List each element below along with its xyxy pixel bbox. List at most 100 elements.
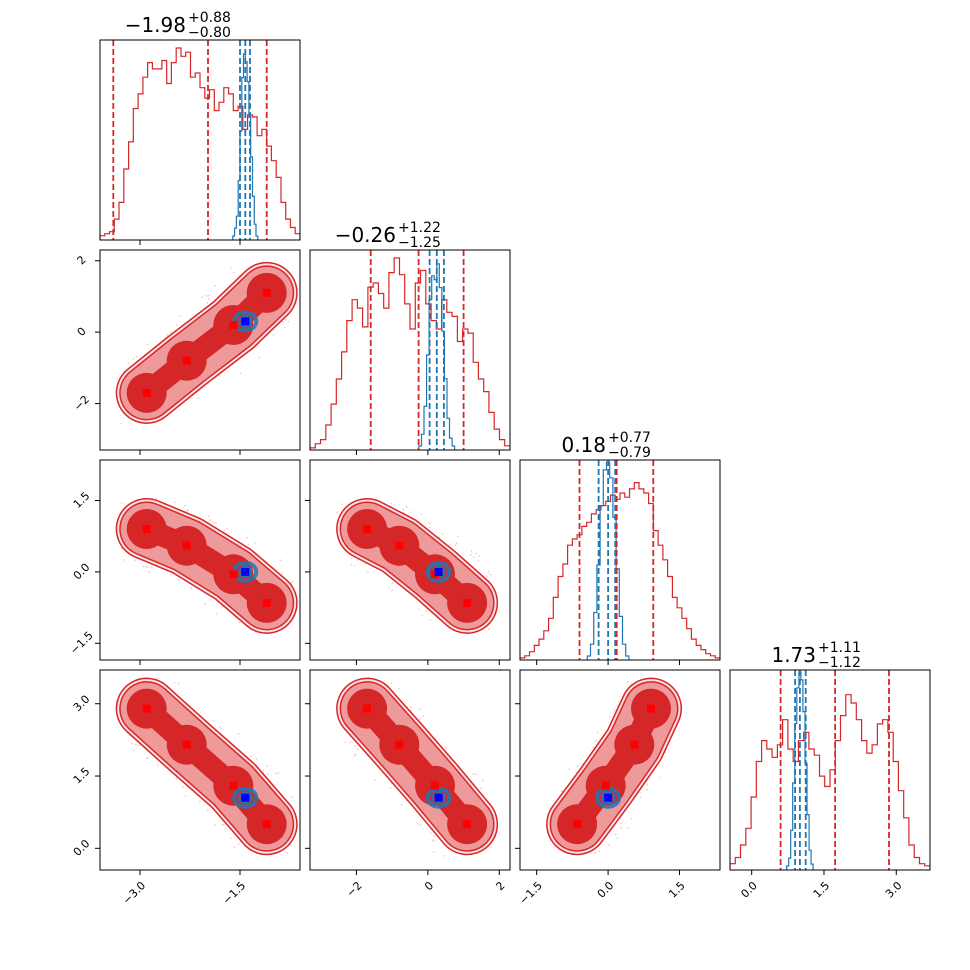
scatter-point [239, 372, 242, 375]
scatter-point [405, 506, 408, 508]
scatter-point [215, 612, 218, 615]
y-tick-label: 1.5 [71, 489, 93, 511]
panel-frame [99, 669, 301, 871]
scatter-point [409, 706, 412, 709]
x-tick-label: 1.5 [811, 879, 833, 901]
scatter-point [148, 571, 151, 573]
y-tick-label: 3.0 [71, 693, 93, 715]
contour-b-inner [238, 791, 253, 804]
scatter-point [287, 321, 290, 323]
scatter-point [429, 832, 432, 834]
scatter-point [470, 553, 472, 556]
panel-2-0 [99, 459, 301, 661]
scatter-point [356, 559, 359, 561]
scatter-point [262, 769, 265, 772]
scatter-point [630, 817, 633, 820]
scatter-point [157, 765, 160, 767]
panel-title-minus: −0.80 [188, 25, 231, 41]
scatter-point [209, 519, 212, 521]
scatter-point [472, 773, 475, 776]
scatter-point [186, 508, 189, 511]
scatter-point [478, 555, 481, 557]
scatter-point [639, 796, 642, 799]
scatter-point [425, 609, 428, 612]
scatter-point [349, 741, 352, 743]
scatter-point [124, 503, 126, 505]
scatter-point [390, 502, 393, 505]
y-tick-label: 0.0 [71, 837, 93, 859]
scatter-point [357, 748, 359, 751]
scatter-point [595, 740, 597, 742]
map-marker-a [647, 704, 655, 713]
scatter-point [207, 294, 210, 297]
map-marker-a [142, 704, 151, 713]
scatter-point [621, 821, 624, 824]
panel-content [546, 677, 682, 856]
scatter-point [292, 580, 294, 583]
hist-panel-3 [729, 669, 931, 871]
map-marker-a [262, 598, 271, 607]
scatter-point [620, 827, 622, 829]
scatter-point [255, 758, 258, 760]
panel-content [115, 677, 298, 856]
scatter-point [490, 846, 493, 849]
x-tick-label: 0 [422, 879, 436, 893]
scatter-point [146, 566, 148, 568]
scatter-point [409, 511, 412, 513]
scatter-point [169, 573, 172, 576]
panel-title-plus: +1.22 [398, 220, 441, 236]
scatter-point [230, 837, 232, 840]
scatter-point [123, 559, 126, 561]
panel-3-1 [309, 669, 511, 871]
scatter-point [553, 800, 555, 803]
y-tick-label: −1.5 [68, 629, 96, 657]
map-marker-b [434, 567, 443, 576]
scatter-point [646, 783, 649, 786]
scatter-point [178, 315, 181, 318]
scatter-point [646, 788, 648, 791]
scatter-point [350, 557, 353, 560]
scatter-point [246, 536, 248, 539]
panel-title-minus: −1.25 [398, 235, 441, 251]
y-tick-label: −2 [71, 393, 92, 414]
panel-title-plus: +1.11 [818, 640, 861, 656]
map-marker-b [434, 793, 443, 802]
scatter-point [429, 522, 431, 525]
map-marker-b [241, 567, 250, 576]
scatter-point [204, 602, 206, 605]
hist-series-a [100, 47, 300, 240]
scatter-point [135, 355, 138, 358]
scatter-point [207, 515, 210, 518]
contour-b [425, 560, 452, 583]
scatter-point [281, 572, 284, 575]
scatter-point [576, 765, 579, 768]
map-marker-a [395, 541, 404, 550]
hist-series-b [232, 53, 259, 240]
scatter-point [233, 271, 236, 274]
scatter-point [223, 529, 225, 532]
scatter-point [238, 621, 241, 624]
scatter-point [639, 791, 642, 794]
scatter-point [220, 728, 223, 731]
scatter-point [184, 504, 187, 507]
scatter-point [284, 326, 286, 329]
panel-content [115, 497, 298, 634]
panel-title-median: 1.73 [771, 643, 816, 667]
scatter-point [336, 511, 339, 514]
hist-frame [729, 669, 931, 871]
scatter-point [455, 542, 458, 545]
y-tick-label: 1.5 [71, 765, 93, 787]
scatter-point [432, 851, 435, 853]
scatter-point [390, 682, 393, 684]
scatter-point [613, 709, 616, 712]
panel-frame [309, 459, 511, 661]
scatter-point [608, 716, 611, 719]
scatter-point [208, 599, 211, 601]
x-tick-label: −1.5 [517, 879, 545, 907]
scatter-point [561, 790, 563, 792]
hist-panel-2 [519, 459, 721, 661]
panel-frame [309, 669, 511, 871]
panel-content [336, 677, 499, 857]
scatter-point [429, 526, 431, 529]
